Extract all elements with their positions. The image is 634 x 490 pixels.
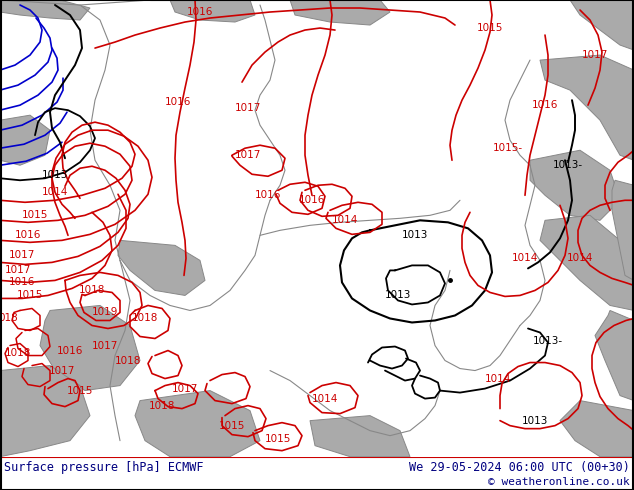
- Text: 1017: 1017: [5, 266, 31, 275]
- Text: Surface pressure [hPa] ECMWF: Surface pressure [hPa] ECMWF: [4, 461, 204, 474]
- Text: 1018: 1018: [5, 347, 31, 358]
- Text: 1016: 1016: [57, 345, 83, 356]
- Text: 1015: 1015: [67, 386, 93, 395]
- Polygon shape: [170, 0, 255, 22]
- Text: 1016: 1016: [15, 230, 41, 241]
- Text: 1017: 1017: [582, 50, 608, 60]
- Text: 1017: 1017: [9, 250, 36, 260]
- Text: 1013: 1013: [402, 230, 428, 241]
- Text: 1017: 1017: [92, 341, 118, 350]
- Polygon shape: [612, 180, 634, 280]
- Text: 1013: 1013: [42, 170, 68, 180]
- Polygon shape: [530, 150, 620, 220]
- Text: 1013-: 1013-: [533, 336, 563, 345]
- Text: 1016: 1016: [299, 196, 325, 205]
- Text: 1015: 1015: [17, 291, 43, 300]
- Polygon shape: [540, 55, 634, 160]
- Text: 1017: 1017: [49, 366, 75, 375]
- Polygon shape: [135, 391, 260, 457]
- Polygon shape: [40, 305, 140, 391]
- Text: 018: 018: [0, 314, 18, 323]
- Text: 1018: 1018: [132, 314, 158, 323]
- Text: 1014: 1014: [42, 187, 68, 197]
- Text: 1015: 1015: [22, 210, 48, 221]
- Polygon shape: [290, 0, 390, 25]
- Text: 1017: 1017: [235, 103, 261, 113]
- Text: 1016: 1016: [187, 7, 213, 17]
- Text: 1016: 1016: [532, 100, 558, 110]
- Polygon shape: [570, 0, 634, 50]
- Text: 1018: 1018: [115, 356, 141, 366]
- Text: 1017: 1017: [172, 384, 198, 393]
- Text: 1015: 1015: [265, 434, 291, 443]
- Polygon shape: [0, 366, 90, 457]
- Text: 1014: 1014: [485, 373, 511, 384]
- Text: 1015-: 1015-: [493, 143, 523, 153]
- Text: 1015: 1015: [477, 23, 503, 33]
- Text: 1013: 1013: [522, 416, 548, 426]
- Text: 1013: 1013: [385, 291, 411, 300]
- Text: 1018: 1018: [79, 286, 105, 295]
- Text: © weatheronline.co.uk: © weatheronline.co.uk: [488, 477, 630, 487]
- Polygon shape: [118, 241, 205, 295]
- Polygon shape: [595, 311, 634, 401]
- Text: 1016: 1016: [255, 190, 281, 200]
- Polygon shape: [0, 0, 90, 20]
- Text: 1016: 1016: [9, 277, 36, 288]
- Polygon shape: [0, 115, 50, 165]
- Text: 1014: 1014: [512, 253, 538, 264]
- Polygon shape: [560, 401, 634, 457]
- Text: We 29-05-2024 06:00 UTC (00+30): We 29-05-2024 06:00 UTC (00+30): [409, 461, 630, 474]
- Text: 1015: 1015: [219, 420, 245, 431]
- Text: 1017: 1017: [235, 150, 261, 160]
- Text: 1018: 1018: [149, 401, 175, 411]
- Text: 1019: 1019: [92, 307, 118, 318]
- Text: 1014: 1014: [567, 253, 593, 264]
- Text: 1013-: 1013-: [553, 160, 583, 170]
- Polygon shape: [310, 416, 410, 457]
- Text: 1014: 1014: [332, 215, 358, 225]
- Polygon shape: [540, 215, 634, 311]
- Text: 1016: 1016: [165, 97, 191, 107]
- Text: 1014: 1014: [312, 393, 338, 404]
